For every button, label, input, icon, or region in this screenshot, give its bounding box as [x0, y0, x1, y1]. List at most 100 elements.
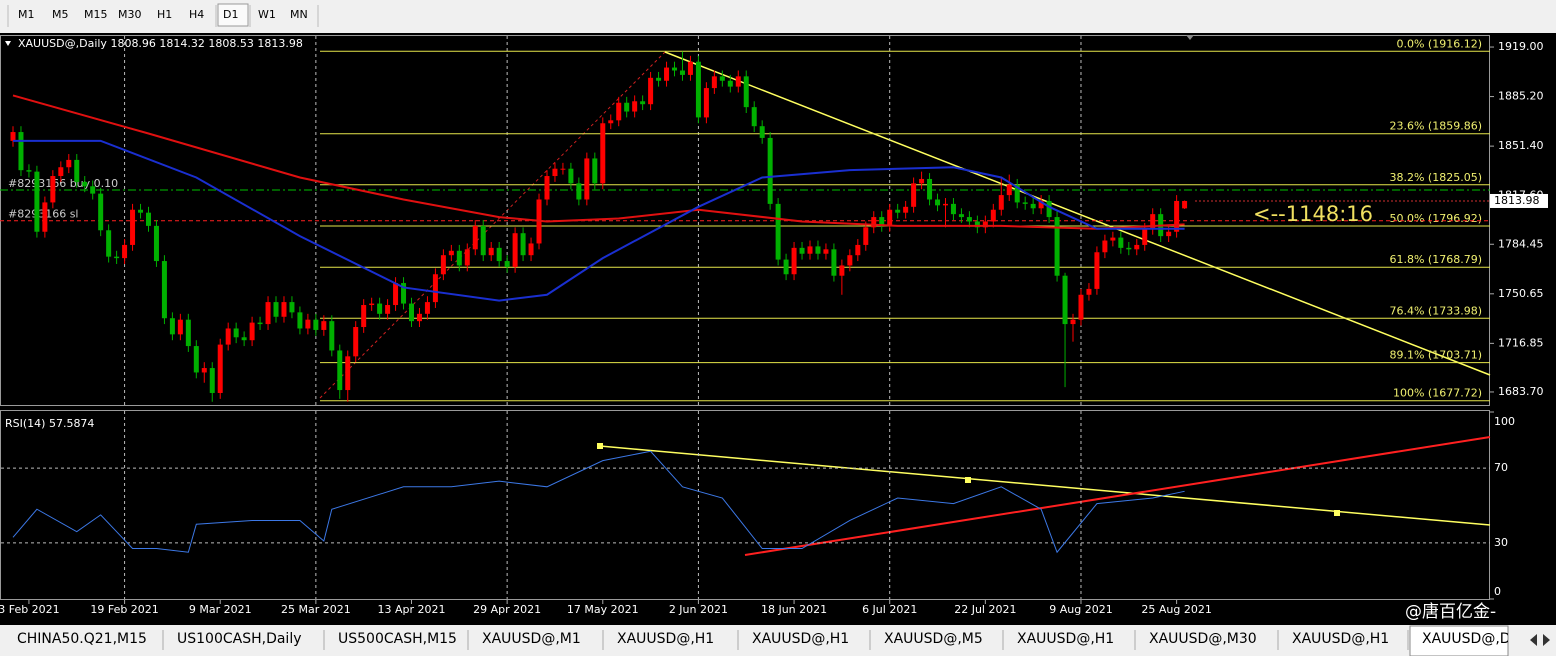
- candle-body: [153, 225, 159, 262]
- candle-body: [871, 217, 877, 228]
- fib-label: 89.1% (1703.71): [1389, 349, 1482, 362]
- tab-scroll-left[interactable]: [1530, 634, 1537, 646]
- candle-body: [297, 312, 303, 329]
- rsi-trend-line: [599, 445, 1491, 526]
- x-tick-label: 29 Apr 2021: [473, 603, 541, 616]
- candle-body: [1046, 200, 1052, 218]
- candle-body: [225, 328, 231, 345]
- tab-label[interactable]: XAUUSD@,M5: [884, 631, 983, 647]
- tab-active[interactable]: [1409, 625, 1509, 656]
- x-tick-label: 3 Feb 2021: [0, 603, 60, 616]
- x-tick-label: 22 Jul 2021: [954, 603, 1016, 616]
- candle-body: [432, 274, 438, 303]
- timeframe-label[interactable]: D1: [223, 8, 238, 21]
- candle-body: [656, 77, 662, 81]
- candle-body: [90, 186, 96, 194]
- timeframe-button[interactable]: [79, 4, 109, 26]
- candle-body: [743, 76, 749, 108]
- candle-body: [345, 356, 351, 391]
- tab-scroll-right[interactable]: [1543, 634, 1550, 646]
- candle-body: [1022, 202, 1028, 204]
- candle-body: [369, 303, 375, 306]
- timeframe-label[interactable]: MN: [290, 8, 308, 21]
- timeframe-label[interactable]: H1: [157, 8, 172, 21]
- timeframe-label[interactable]: W1: [258, 8, 276, 21]
- candle-body: [281, 302, 287, 317]
- timeframe-label[interactable]: M1: [18, 8, 35, 21]
- timeframe-label[interactable]: H4: [189, 8, 204, 21]
- candle-body: [1134, 244, 1140, 250]
- candle-body: [839, 265, 845, 276]
- tab-label[interactable]: XAUUSD@,H1: [752, 631, 849, 647]
- tab-label[interactable]: US100CASH,Daily: [177, 631, 302, 647]
- tab-label[interactable]: XAUUSD@,H1: [617, 631, 714, 647]
- timeframe-button[interactable]: [253, 4, 283, 26]
- annotation: <--1148:16: [1253, 202, 1373, 226]
- timeframe-button[interactable]: [47, 4, 77, 26]
- candle-body: [1182, 200, 1188, 209]
- tab-label[interactable]: XAUUSD@,M30: [1149, 631, 1257, 647]
- candle-body: [1166, 231, 1172, 237]
- candle-body: [855, 244, 861, 256]
- candle-body: [942, 203, 948, 206]
- candle-body: [177, 319, 183, 335]
- candle-body: [966, 217, 972, 222]
- candle-body: [879, 217, 885, 226]
- candle-body: [26, 170, 32, 172]
- tab-label[interactable]: CHINA50.Q21,M15: [17, 631, 147, 647]
- fib-label: 76.4% (1733.98): [1389, 304, 1482, 317]
- candle-body: [600, 123, 606, 184]
- candle-body: [560, 168, 566, 170]
- timeframe-button[interactable]: [217, 3, 249, 27]
- moving-average: [13, 139, 1185, 302]
- x-tick-label: 25 Mar 2021: [281, 603, 351, 616]
- last-price-box: [1490, 193, 1548, 208]
- candle-body: [831, 249, 837, 276]
- candle-body: [608, 120, 614, 124]
- candle-body: [122, 244, 128, 259]
- rsi-tick-label: 100: [1494, 415, 1515, 428]
- timeframe-label[interactable]: M30: [118, 8, 142, 21]
- candle-body: [185, 319, 191, 347]
- candle-body: [998, 195, 1004, 210]
- candle-body: [34, 171, 40, 232]
- timeframe-label[interactable]: M5: [52, 8, 69, 21]
- candle-body: [18, 132, 24, 171]
- tab-label[interactable]: XAUUSD@,M1: [482, 631, 581, 647]
- candle-body: [361, 305, 367, 328]
- tab-label[interactable]: XAUUSD@,Daily: [1422, 631, 1535, 647]
- candle-body: [377, 303, 383, 314]
- tab-label[interactable]: XAUUSD@,H1: [1017, 631, 1114, 647]
- fib-label: 23.6% (1859.86): [1389, 120, 1482, 133]
- candle-body: [440, 255, 446, 275]
- timeframe-button[interactable]: [13, 4, 43, 26]
- candle-body: [456, 250, 462, 266]
- candle-body: [393, 283, 399, 306]
- candle-body: [249, 322, 255, 341]
- candle-body: [488, 247, 494, 256]
- timeframe-button[interactable]: [285, 4, 315, 26]
- candle-body: [265, 302, 271, 325]
- candle-body: [353, 327, 359, 357]
- candle-body: [632, 101, 638, 112]
- candle-body: [767, 137, 773, 204]
- rsi-tick-label: 30: [1494, 536, 1508, 549]
- timeframe-label[interactable]: M15: [84, 8, 108, 21]
- timeframe-button[interactable]: [152, 4, 182, 26]
- tab-label[interactable]: US500CASH,M15: [338, 631, 457, 647]
- tab-label[interactable]: XAUUSD@,H1: [1292, 631, 1389, 647]
- candle-body: [1094, 252, 1100, 289]
- candle-body: [576, 183, 582, 200]
- candle-body: [935, 199, 941, 206]
- candle-body: [50, 176, 56, 203]
- candle-body: [1118, 237, 1124, 248]
- candle-body: [385, 305, 391, 314]
- candle-body: [887, 209, 893, 226]
- timeframe-button[interactable]: [113, 4, 143, 26]
- fib-label: 0.0% (1916.12): [1396, 37, 1482, 50]
- timeframe-button[interactable]: [184, 4, 214, 26]
- candle-body: [640, 101, 646, 105]
- y-tick-label: 1750.65: [1498, 287, 1544, 300]
- candle-body: [990, 209, 996, 222]
